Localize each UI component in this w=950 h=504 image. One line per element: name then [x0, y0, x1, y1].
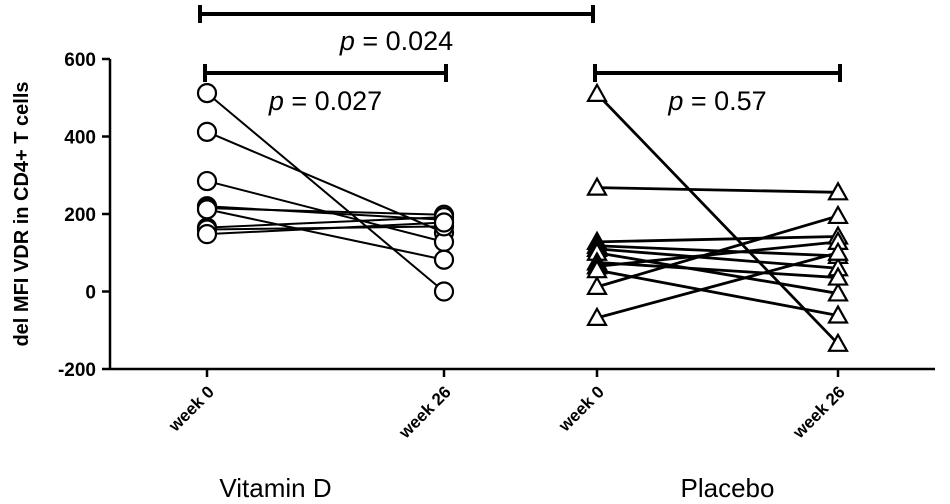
group-label: Vitamin D	[219, 473, 331, 503]
triangle-marker	[827, 282, 849, 302]
circle-marker	[433, 212, 455, 233]
paired-line	[596, 214, 839, 289]
triangle-marker	[827, 266, 849, 286]
triangle-marker	[827, 204, 849, 225]
paired-line	[596, 240, 839, 268]
paired-line	[596, 186, 839, 194]
significance-brackets: p = 0.024 p = 0.027 p = 0.57	[198, 5, 842, 116]
y-tick-label: 600	[64, 50, 96, 71]
paired-line	[596, 251, 839, 320]
circle-marker	[196, 82, 218, 104]
paired-line	[596, 251, 839, 295]
x-tick-label: week 0	[164, 382, 218, 436]
axes	[102, 57, 935, 377]
paired-line	[206, 221, 445, 236]
triangle-marker	[586, 82, 608, 102]
paired-line	[206, 208, 445, 261]
x-tick-label: week 26	[789, 382, 849, 442]
circle-marker	[196, 224, 218, 245]
paired-line	[206, 207, 445, 216]
group-labels: Vitamin D Placebo	[219, 473, 774, 503]
circle-marker	[196, 170, 218, 192]
triangle-marker	[827, 304, 849, 324]
group-label: Placebo	[681, 473, 775, 503]
y-axis-label: del MFI VDR in CD4+ T cells	[11, 81, 33, 346]
circle-marker	[433, 281, 455, 302]
triangle-marker	[586, 306, 608, 326]
triangle-marker	[586, 258, 608, 279]
triangle-marker	[586, 176, 608, 196]
triangle-marker	[586, 275, 608, 295]
circle-marker	[196, 121, 218, 142]
paired-line	[596, 268, 839, 317]
y-tick-label: -200	[58, 360, 96, 381]
circle-marker	[433, 249, 455, 270]
triangle-marker	[827, 181, 849, 201]
triangle-marker	[827, 241, 849, 261]
paired-line	[596, 261, 839, 279]
paired-line	[596, 235, 839, 244]
paired-line	[206, 130, 445, 234]
circle-marker	[196, 199, 218, 220]
x-tick-label: week 0	[554, 382, 608, 436]
y-tick-label: 0	[85, 283, 96, 304]
triangle-marker	[827, 332, 849, 352]
paired-lines	[206, 92, 840, 345]
y-tick-label: 400	[64, 128, 96, 149]
x-tick-label: week 26	[395, 382, 455, 442]
y-tick-label: 200	[64, 205, 96, 226]
p-value-label: p = 0.024	[339, 26, 453, 56]
paired-line	[595, 92, 840, 345]
p-value-label: p = 0.027	[268, 86, 382, 116]
paired-line	[206, 92, 445, 293]
p-value-label: p = 0.57	[667, 86, 766, 116]
paired-line	[206, 216, 445, 229]
data-points	[196, 82, 849, 352]
